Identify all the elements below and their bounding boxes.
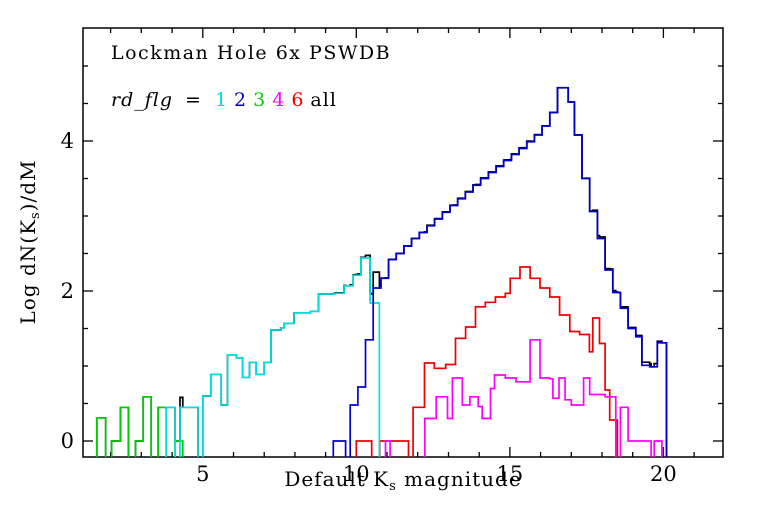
y-axis-label-text: Log dN(K	[16, 218, 40, 325]
legend-entry-6: 6	[291, 89, 305, 111]
legend-entries: 1 2 3 4 6 all	[215, 89, 343, 111]
y-tick-label-4: 4	[61, 129, 74, 153]
legend-entry-all: all	[310, 89, 337, 111]
y-axis-label: Log dN(Ks)/dM	[16, 92, 43, 392]
x-axis-label: Default Ks magnitude	[83, 467, 723, 494]
x-axis-label-text-2: magnitude	[396, 467, 522, 491]
y-tick-label-0: 0	[61, 429, 74, 453]
series-path-rd_flg-4	[384, 338, 663, 457]
legend: rd_flg = 1 2 3 4 6 all	[111, 89, 343, 111]
plot-frame	[82, 27, 724, 458]
plot-title: Lockman Hole 6x PSWDB	[111, 42, 392, 64]
series-group	[95, 86, 668, 457]
legend-entry-4: 4	[272, 89, 286, 111]
tick-labels: 5 10 15 20 0 2 4	[61, 129, 677, 486]
x-axis-label-text: Default K	[284, 467, 390, 491]
legend-equals: =	[185, 89, 201, 111]
y-axis-label-text-2: )/dM	[16, 159, 40, 212]
y-axis-label-subscript: s	[28, 211, 43, 219]
axis-ticks	[83, 28, 723, 457]
x-tick-label-5: 5	[196, 462, 209, 486]
series-path-rd_flg-1	[165, 257, 381, 457]
x-axis-label-subscript: s	[389, 479, 397, 494]
series-path-rd_flg-2	[332, 86, 668, 457]
legend-entry-1: 1	[214, 89, 229, 111]
series-path-rd_flg-6	[355, 266, 619, 457]
series-path-rd_flg-3	[95, 395, 184, 457]
legend-entry-2: 2	[234, 89, 248, 111]
x-tick-label-15: 15	[497, 462, 524, 486]
y-tick-label-2: 2	[61, 279, 74, 303]
x-tick-label-20: 20	[650, 462, 677, 486]
legend-entry-3: 3	[253, 89, 267, 111]
series-path-all	[95, 86, 668, 457]
x-tick-label-10: 10	[343, 462, 370, 486]
legend-prefix: rd_flg	[111, 89, 174, 111]
